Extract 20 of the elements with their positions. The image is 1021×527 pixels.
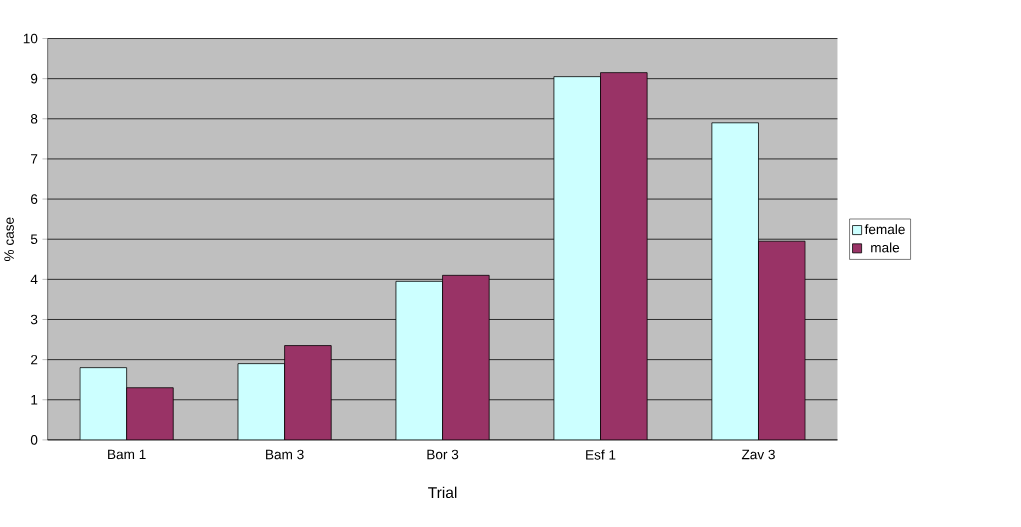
y-tick-label: 1: [31, 394, 38, 405]
legend-label: male: [871, 242, 900, 253]
y-tick-label: 7: [31, 154, 38, 164]
x-tick-label: Bor 3: [427, 449, 459, 460]
y-tick-label: 3: [30, 314, 38, 325]
y-tick-label: 10: [23, 33, 38, 44]
x-axis-title: Trial: [428, 486, 457, 498]
legend-label: female: [864, 224, 905, 235]
y-tick-label: 4: [30, 274, 38, 284]
x-tick-label: Esf 1: [586, 449, 616, 460]
x-tick-label: Zav 3: [741, 449, 775, 460]
y-tick-label: 2: [31, 354, 38, 365]
y-tick-label: 8: [30, 113, 38, 124]
y-tick-label: 5: [30, 234, 38, 244]
y-tick-label: 6: [31, 194, 38, 204]
x-tick-label: Bam 1: [108, 449, 146, 460]
y-axis-title: % case: [4, 217, 14, 261]
x-tick-label: Bam 3: [266, 449, 304, 460]
y-tick-label: 9: [30, 73, 38, 84]
y-tick-label: 0: [30, 434, 38, 445]
